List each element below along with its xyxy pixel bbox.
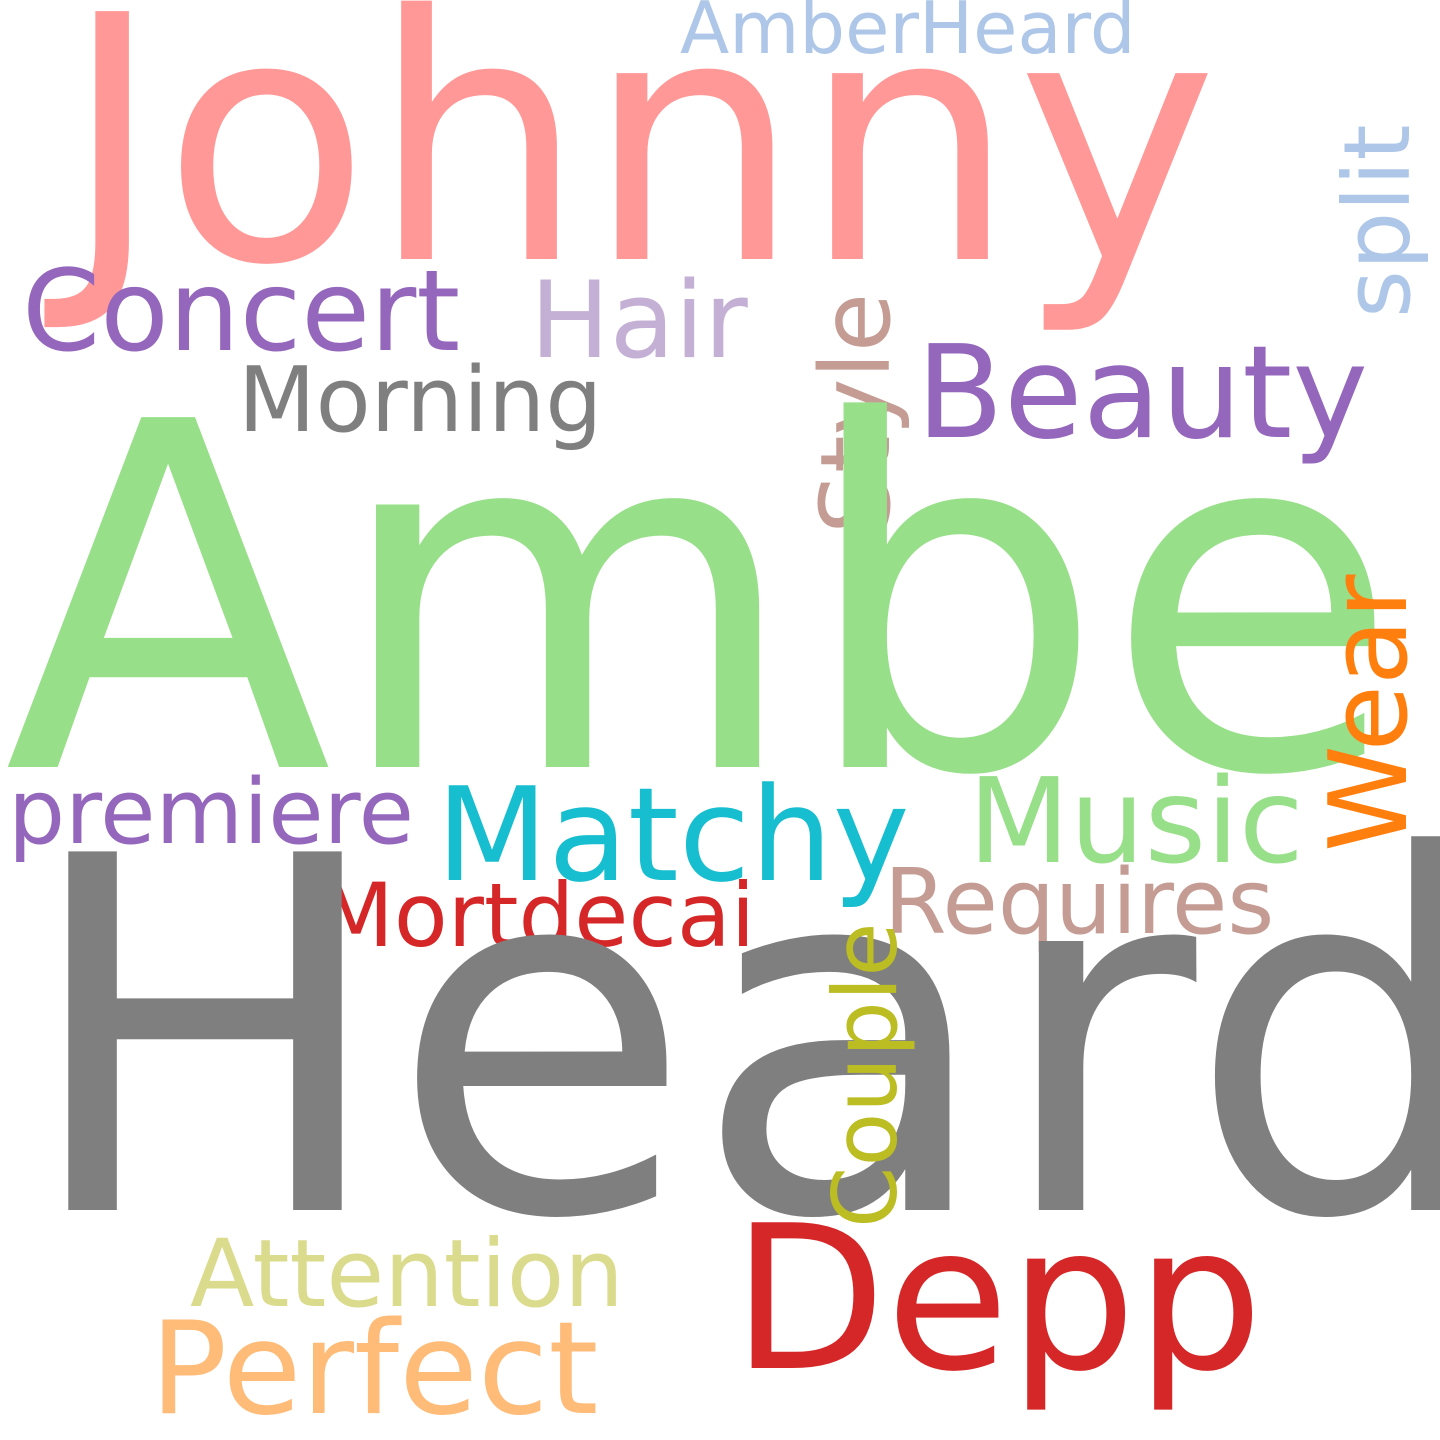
word-mortdecai: Mortdecai — [318, 864, 756, 967]
word-heard: Heard — [20, 754, 1440, 1327]
word-requires: Requires — [884, 850, 1275, 955]
word-attention: Attention — [190, 1220, 624, 1329]
word-concert: Concert — [22, 247, 461, 377]
word-premiere: premiere — [8, 760, 414, 865]
word-morning: Morning — [238, 348, 603, 453]
word-beauty: Beauty — [916, 319, 1369, 468]
word-depp: Depp — [732, 1183, 1263, 1416]
word-matchy: Matchy — [436, 759, 910, 911]
word-amberheard: AmberHeard — [680, 0, 1136, 70]
word-split: split — [1324, 124, 1431, 318]
word-music: Music — [968, 752, 1304, 890]
word-perfect: Perfect — [150, 1295, 599, 1440]
word-amber: Amber — [4, 322, 1440, 881]
word-johnny: Johnny — [62, 0, 1218, 340]
word-hair: Hair — [530, 259, 748, 382]
